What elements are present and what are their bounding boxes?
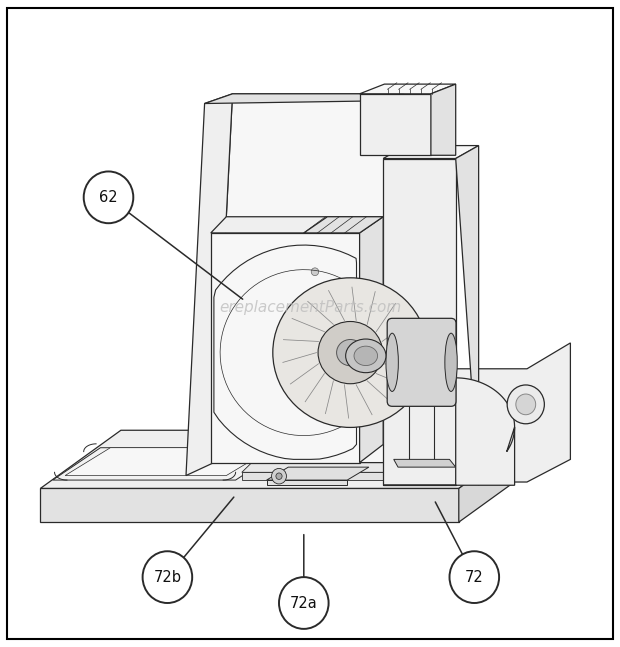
Circle shape [450, 551, 499, 603]
Polygon shape [214, 94, 403, 463]
Text: 62: 62 [99, 190, 118, 205]
Polygon shape [242, 453, 425, 461]
Ellipse shape [318, 322, 383, 384]
Polygon shape [242, 435, 446, 453]
Circle shape [279, 577, 329, 629]
Polygon shape [242, 454, 446, 472]
Polygon shape [456, 146, 479, 485]
Circle shape [311, 268, 319, 276]
Polygon shape [459, 430, 539, 522]
Polygon shape [304, 217, 383, 233]
Circle shape [84, 171, 133, 223]
Ellipse shape [273, 278, 428, 428]
Polygon shape [53, 448, 285, 480]
Ellipse shape [354, 346, 378, 366]
Polygon shape [40, 430, 539, 488]
Polygon shape [40, 488, 459, 522]
Polygon shape [242, 472, 425, 480]
Circle shape [276, 473, 282, 479]
Text: 72a: 72a [290, 595, 317, 611]
Polygon shape [211, 217, 383, 233]
Text: ereplacementParts.com: ereplacementParts.com [219, 300, 401, 315]
Ellipse shape [337, 340, 364, 366]
Polygon shape [65, 448, 273, 476]
Polygon shape [267, 480, 347, 485]
Polygon shape [267, 467, 369, 480]
Text: 72: 72 [465, 569, 484, 585]
Polygon shape [360, 94, 431, 155]
Ellipse shape [386, 333, 399, 391]
Ellipse shape [346, 339, 386, 373]
Circle shape [311, 294, 319, 302]
Circle shape [143, 551, 192, 603]
Polygon shape [456, 343, 570, 482]
Polygon shape [383, 378, 515, 485]
Polygon shape [360, 84, 456, 94]
Polygon shape [383, 146, 479, 159]
Polygon shape [186, 94, 232, 476]
Polygon shape [431, 84, 456, 155]
Polygon shape [383, 159, 456, 485]
Text: 72b: 72b [153, 569, 182, 585]
Circle shape [272, 468, 286, 484]
FancyBboxPatch shape [387, 318, 456, 406]
Ellipse shape [445, 333, 458, 391]
Polygon shape [360, 217, 383, 463]
Circle shape [311, 320, 319, 327]
Polygon shape [205, 94, 415, 104]
Polygon shape [211, 233, 360, 463]
Polygon shape [394, 459, 456, 467]
Circle shape [516, 394, 536, 415]
Circle shape [507, 385, 544, 424]
